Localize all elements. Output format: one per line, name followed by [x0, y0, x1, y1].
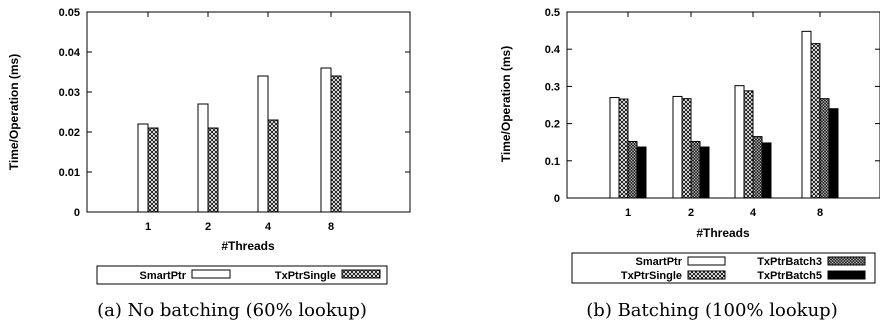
y-tick-label: 0.05 — [59, 7, 80, 19]
x-tick-label: 8 — [817, 207, 823, 219]
y-tick-label: 0.2 — [545, 119, 560, 131]
bar-txptrbatch3-4 — [752, 136, 763, 199]
bar-txptrbatch5-1 — [636, 146, 647, 199]
bar-txptrsingle-8 — [330, 75, 342, 213]
bar-txptrbatch3-1 — [627, 140, 638, 199]
bar-txptrsingle-1 — [618, 98, 629, 199]
legend-swatch-txptrsingle — [687, 270, 726, 280]
bar-marks — [609, 30, 839, 199]
bar-marks — [137, 67, 342, 213]
legend: SmartPtr TxPtrBatch3 TxPtrSingle TxPtrBa… — [571, 252, 876, 284]
bar-smartptr-8 — [320, 67, 332, 213]
y-tick-label: 0.01 — [59, 167, 80, 179]
chart-batching: 0 0.1 0.2 0.3 0.4 0.5 1 2 4 8 #Threads Time/Oper… — [499, 7, 880, 321]
x-ticks: 1 2 4 8 — [145, 12, 334, 233]
bar-txptrbatch5-2 — [699, 146, 710, 199]
bar-txptrsingle-2 — [207, 127, 219, 213]
legend-swatch-txptrbatch3 — [827, 256, 866, 266]
bar-smartptr-8 — [801, 30, 812, 199]
bar-txptrsingle-2 — [681, 98, 692, 199]
legend-label-txptrbatch5: TxPtrBatch5 — [757, 270, 822, 282]
bar-smartptr-4 — [734, 85, 745, 199]
x-axis-title: #Threads — [696, 226, 750, 240]
x-tick-label: 2 — [205, 221, 211, 233]
bar-txptrbatch5-4 — [761, 142, 772, 199]
y-tick-label: 0.4 — [545, 44, 561, 56]
x-tick-label: 1 — [625, 207, 631, 219]
y-tick-label: 0.02 — [59, 127, 80, 139]
y-axis-title: Time/Operation (ms) — [7, 54, 21, 170]
legend-label-smartptr: SmartPtr — [140, 270, 187, 282]
caption: (b) Batching (100% lookup) — [586, 300, 837, 321]
legend-label-txptrsingle: TxPtrSingle — [621, 270, 682, 282]
plot-frame — [566, 11, 880, 199]
x-tick-label: 4 — [750, 207, 757, 219]
legend-swatch-smartptr — [191, 269, 231, 279]
bar-txptrbatch5-8 — [828, 108, 839, 199]
legend-label-txptrsingle: TxPtrSingle — [275, 270, 336, 282]
legend-swatch-txptrsingle — [341, 269, 381, 279]
legend: SmartPtr TxPtrSingle — [96, 265, 388, 285]
x-tick-label: 2 — [688, 207, 694, 219]
y-tick-label: 0.5 — [545, 7, 560, 19]
x-tick-label: 1 — [145, 221, 151, 233]
y-ticks: 0 0.01 0.02 0.03 0.04 0.05 — [59, 7, 410, 219]
legend-swatch-smartptr — [687, 256, 726, 266]
bar-smartptr-4 — [257, 75, 269, 213]
legend-swatch-txptrbatch5 — [827, 270, 866, 280]
x-tick-label: 8 — [328, 221, 334, 233]
y-ticks: 0 0.1 0.2 0.3 0.4 0.5 — [545, 7, 880, 205]
bar-txptrbatch3-8 — [819, 98, 830, 199]
x-axis-title: #Threads — [221, 239, 275, 253]
y-tick-label: 0.1 — [545, 156, 560, 168]
y-tick-label: 0.04 — [59, 47, 81, 59]
legend-label-smartptr: SmartPtr — [636, 256, 683, 268]
legend-box — [96, 265, 388, 285]
y-tick-label: 0.3 — [545, 81, 560, 93]
plot-frame — [86, 11, 411, 213]
bar-txptrsingle-8 — [810, 43, 821, 199]
bar-txptrsingle-4 — [743, 90, 754, 199]
bar-smartptr-1 — [137, 123, 149, 213]
y-tick-label: 0 — [74, 207, 80, 219]
bar-txptrbatch3-2 — [690, 140, 701, 199]
bar-smartptr-2 — [197, 103, 209, 213]
y-tick-label: 0.03 — [59, 87, 80, 99]
x-tick-label: 4 — [265, 221, 272, 233]
bar-txptrsingle-1 — [147, 127, 159, 213]
bar-smartptr-2 — [672, 95, 683, 199]
bar-txptrsingle-4 — [267, 119, 279, 213]
legend-label-txptrbatch3: TxPtrBatch3 — [757, 256, 822, 268]
x-ticks: 1 2 4 8 — [625, 12, 823, 219]
chart-no-batching: 0 0.01 0.02 0.03 0.04 0.05 1 2 4 8 #Threads Time… — [7, 7, 411, 321]
y-tick-label: 0 — [554, 193, 560, 205]
bar-smartptr-1 — [609, 97, 620, 199]
y-axis-title: Time/Operation (ms) — [499, 46, 513, 162]
caption: (a) No batching (60% lookup) — [97, 300, 367, 321]
